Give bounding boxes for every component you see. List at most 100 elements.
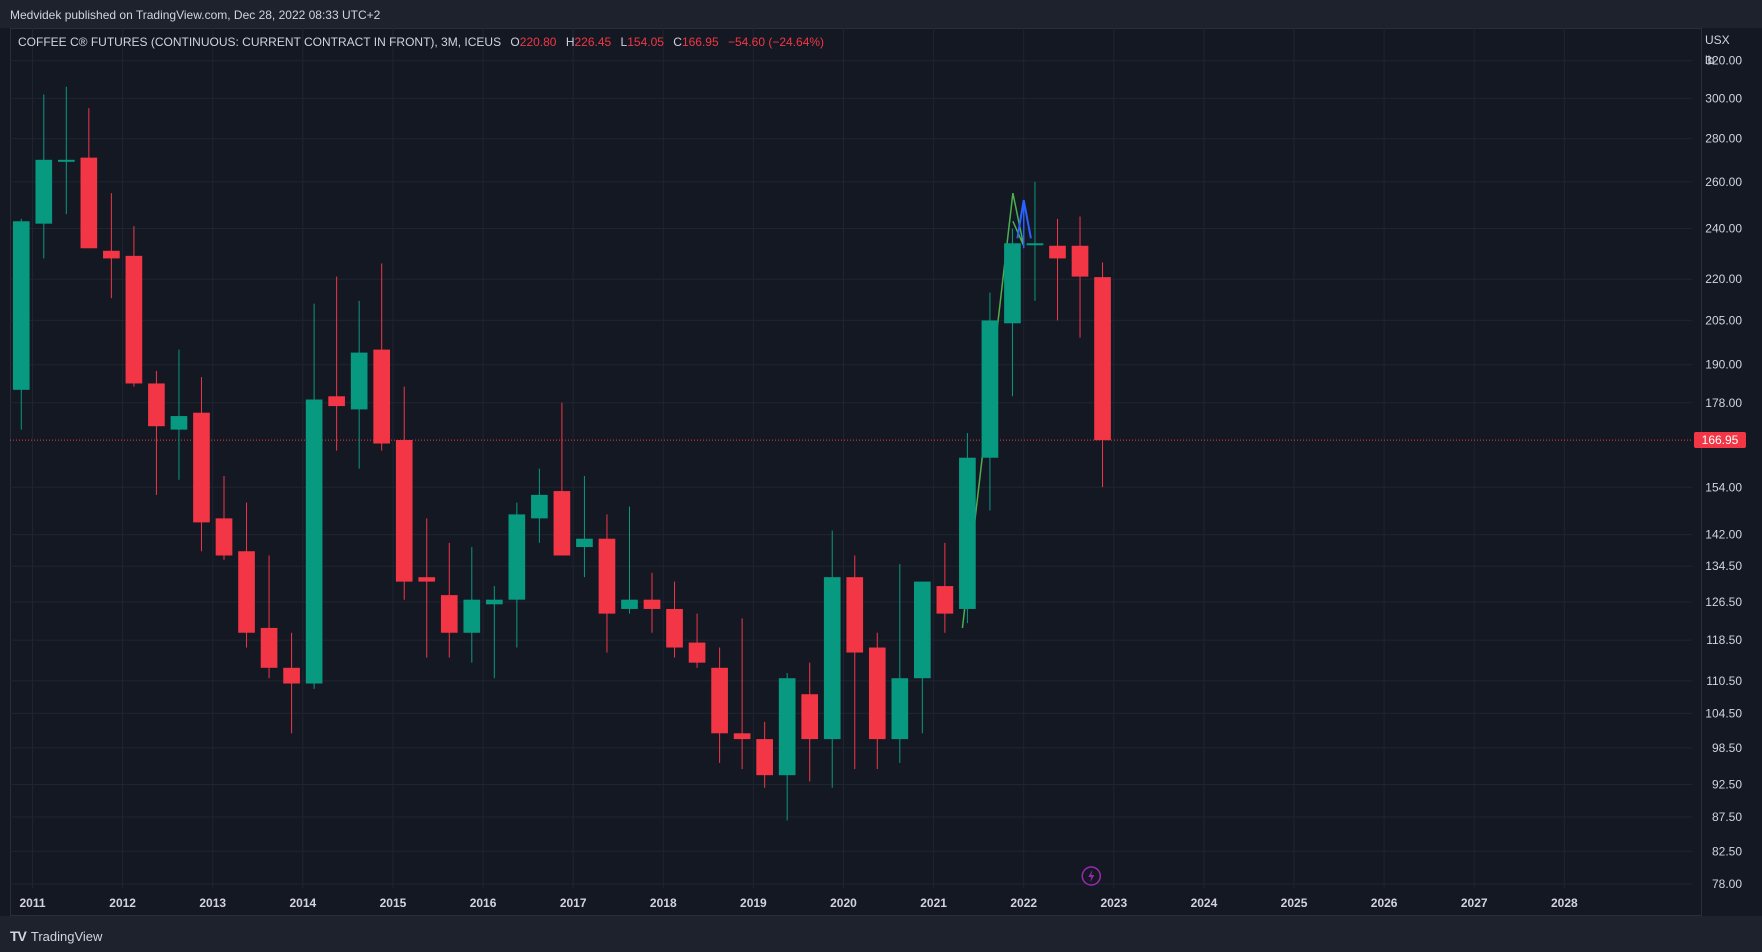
candle[interactable] [823,530,841,788]
candle[interactable] [643,572,661,633]
candle[interactable] [305,303,323,689]
time-tick-label: 2011 [20,896,46,910]
candle[interactable] [395,386,413,600]
candle-body [238,551,255,633]
candle-body [395,440,413,582]
candle[interactable] [350,300,368,469]
candle[interactable] [57,86,75,215]
candle-body [170,416,188,430]
time-tick-label: 2019 [740,896,767,910]
close-label: C [673,35,682,49]
price-tick-label: 98.50 [1712,741,1742,755]
event-markers[interactable] [1081,866,1102,886]
high-label: H [565,35,575,49]
footer-bar [0,916,1762,952]
candle[interactable] [485,586,503,679]
candles[interactable] [12,86,1111,821]
candle[interactable] [621,506,638,614]
last-price-label: 166.95 [1694,432,1746,449]
grid [10,28,1692,888]
candle-body [981,320,999,458]
low-label: L [620,35,628,49]
price-tick-label: 92.50 [1712,778,1742,792]
candle[interactable] [103,193,120,299]
time-tick-label: 2025 [1281,896,1308,910]
candle[interactable] [531,468,548,543]
candle[interactable] [328,276,345,451]
candle-body [80,157,98,249]
candle[interactable] [733,618,751,770]
candle[interactable] [913,581,931,734]
candle[interactable] [148,370,165,495]
candle[interactable] [891,564,909,763]
time-axis[interactable]: 2011 2012 2013 2014 2015 2016 2017 2018 2019 2020… [20,896,1579,910]
candle[interactable] [35,94,53,259]
candle[interactable] [936,542,954,633]
candlestick-chart[interactable]: 78.00 82.50 87.50 92.50 98.50 104.50 110.50 118… [0,0,1762,916]
candle[interactable] [125,226,143,387]
price-tick-label: 205.00 [1705,313,1742,327]
candle[interactable] [1004,228,1021,397]
open-value: 220.80 [519,35,557,49]
candle[interactable] [598,514,616,653]
candle[interactable] [1071,216,1089,338]
price-tick-label: 178.00 [1705,396,1742,410]
candle-body [440,595,458,633]
candle[interactable] [868,632,886,770]
candle[interactable] [959,433,976,624]
candle[interactable] [373,263,391,451]
candle[interactable] [846,555,864,770]
candle[interactable] [508,502,526,648]
candle-body [1004,243,1021,324]
candle[interactable] [463,547,481,663]
time-tick-label: 2026 [1371,896,1398,910]
candle[interactable] [418,518,436,658]
symbol-legend[interactable]: COFFEE C® FUTURES (CONTINUOUS: CURRENT C… [18,35,824,49]
price-tick-label: 118.50 [1706,633,1742,647]
candle[interactable] [193,377,210,552]
candle-body [418,577,436,582]
currency-unit: USX [1705,33,1730,47]
candle[interactable] [260,555,278,679]
candle[interactable] [666,581,683,658]
price-tick-label: 142.00 [1705,528,1742,542]
candle-body [193,412,210,523]
lightning-event-icon[interactable] [1081,866,1102,886]
candle[interactable] [1026,181,1044,301]
candle[interactable] [576,476,593,578]
candle-body [125,255,143,384]
candle-body [868,647,886,740]
candle[interactable] [440,542,458,658]
brand-name: TradingView [30,928,103,944]
price-axis[interactable]: 78.00 82.50 87.50 92.50 98.50 104.50 110.50 118… [1705,54,1742,891]
candle[interactable] [1049,218,1066,321]
candle[interactable] [238,502,255,648]
price-tick-label: 126.50 [1705,595,1742,609]
candle[interactable] [553,402,571,556]
price-tick-label: 320.00 [1705,54,1742,68]
candle[interactable] [1094,262,1111,488]
candle-body [531,494,548,519]
candle[interactable] [778,672,796,821]
candle[interactable] [711,647,728,763]
candle[interactable] [215,476,233,560]
high-value: 226.45 [574,35,612,49]
candle-body [553,491,571,556]
candle-body [801,694,819,740]
candle-body [756,739,773,776]
candle[interactable] [12,218,30,430]
candle[interactable] [756,721,773,788]
candle[interactable] [80,108,98,249]
candle-body [936,586,954,614]
tradingview-brand[interactable]: TV TradingView [10,928,102,944]
candle-body [688,642,706,663]
candle-body [576,538,593,548]
candle[interactable] [981,292,999,511]
candle-body [103,250,120,259]
candle[interactable] [283,632,300,734]
candle[interactable] [688,613,706,668]
candle[interactable] [801,662,819,782]
candle-body [57,159,75,162]
candle[interactable] [170,349,188,480]
candle-body [778,678,796,776]
